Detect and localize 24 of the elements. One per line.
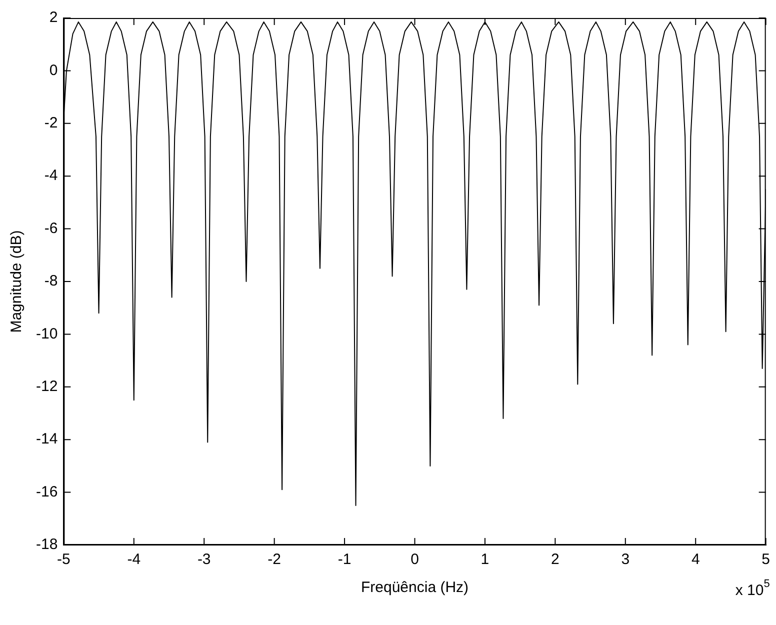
x-tick-label: -5 [57, 551, 70, 568]
y-tick-label: -12 [36, 378, 58, 396]
y-tick-label: -18 [36, 536, 58, 554]
y-tick-label: -6 [44, 220, 58, 237]
x-tick-label: -4 [127, 551, 141, 568]
x-tick-label: 5 [762, 551, 770, 568]
x-tick-label: -1 [338, 551, 352, 568]
x-tick-label: -3 [197, 551, 211, 568]
y-tick-label: 0 [49, 62, 58, 79]
x-tick-label: 3 [621, 551, 630, 568]
y-tick-label: -4 [44, 167, 58, 184]
x-axis-title: Freqüência (Hz) [360, 579, 469, 596]
y-tick-label: 2 [49, 9, 58, 26]
x-tick-label: 4 [691, 551, 700, 568]
y-axis-title: Magnitude (dB) [8, 230, 26, 333]
x-tick-label: 2 [551, 551, 560, 568]
x-tick-label: 1 [480, 551, 490, 568]
y-tick-label: -14 [36, 430, 58, 448]
y-tick-label: -10 [36, 325, 58, 342]
y-tick-label: -16 [36, 483, 58, 500]
y-tick-label: -2 [44, 114, 58, 132]
x-tick-label: -2 [268, 551, 281, 568]
y-tick-label: -8 [44, 272, 58, 290]
x-tick-label: 0 [410, 551, 419, 568]
